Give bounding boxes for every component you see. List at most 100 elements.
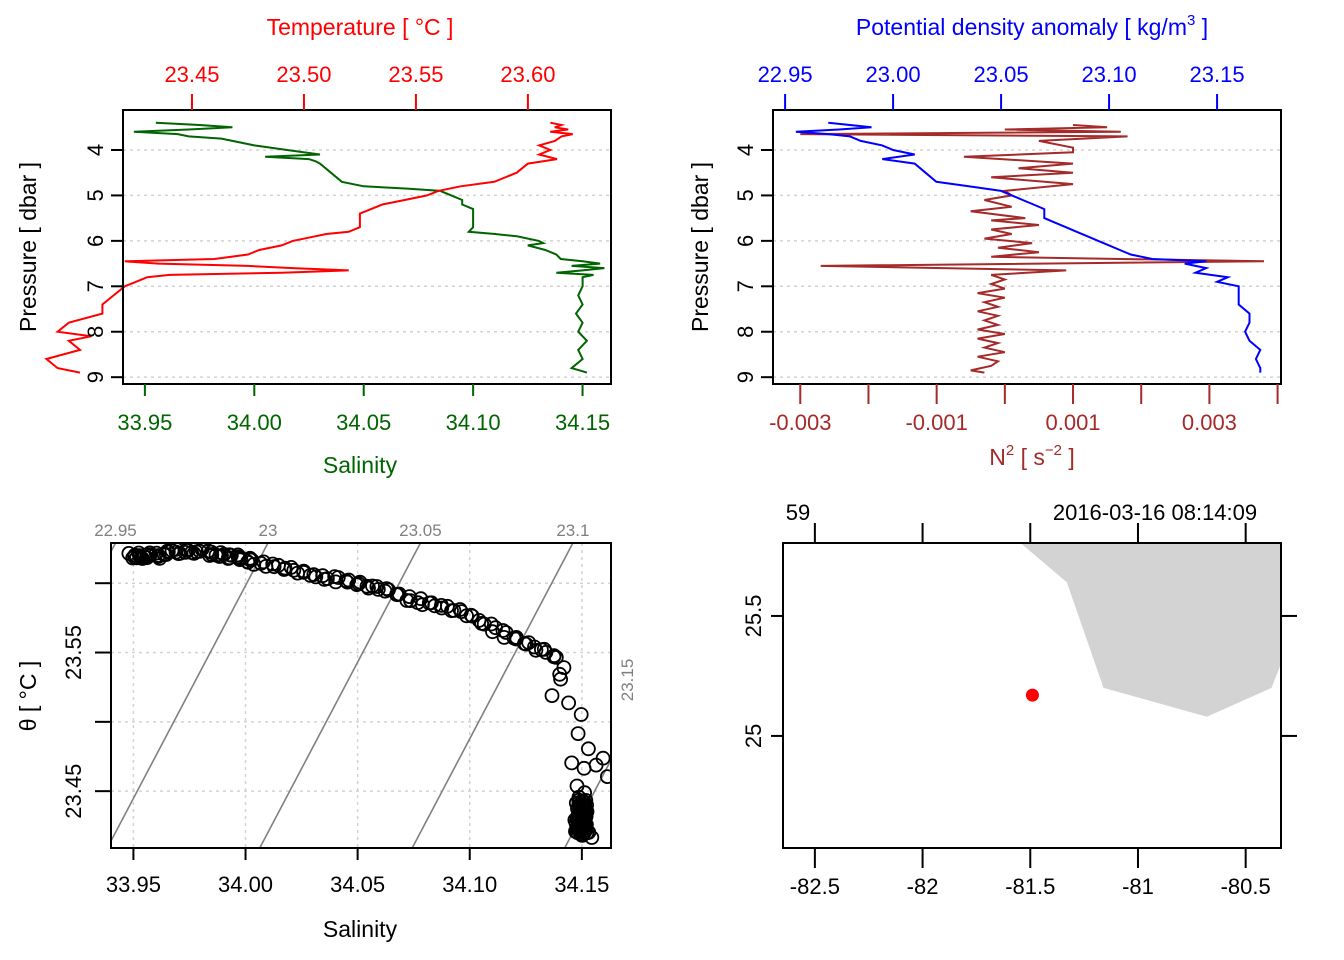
p2-top-tick-label: 22.95 [758, 62, 813, 87]
p3-x-tick-label: 33.95 [106, 872, 161, 897]
p2-bottom-axis-title: N2 [ s−2 ] [989, 442, 1075, 470]
p2-series [795, 121, 1265, 374]
p1-axes: 4 5 6 7 8 9 33.95 34.00 34.05 34.10 34.15 23.45 23.5… [83, 62, 610, 435]
p3-x-tick-label: 34.15 [554, 872, 609, 897]
p2-top-tick-label: 23.10 [1082, 62, 1137, 87]
ts-point [277, 560, 293, 576]
p1-y-tick-label: 7 [83, 280, 108, 292]
ts-point [574, 826, 590, 842]
ts-point [463, 607, 479, 623]
p2-y-tick-label: 8 [733, 326, 758, 338]
density-line [795, 121, 1262, 373]
p2-x-tick-label: -0.001 [905, 410, 967, 435]
p3-y-axis-title: θ [ °C ] [15, 661, 41, 732]
ts-point [483, 616, 499, 632]
p1-y-tick-label: 8 [83, 326, 108, 338]
ts-point [202, 548, 218, 563]
p1-top-tick-label: 23.50 [276, 62, 331, 87]
p2-grid [773, 149, 1281, 378]
ts-point [546, 648, 562, 664]
p2-x-tick-label: -0.003 [769, 410, 831, 435]
p3-isopycnal-labels: 22.95 23 23.05 23.1 23.15 [94, 521, 637, 701]
ts-point [474, 616, 490, 631]
ts-point [149, 545, 164, 561]
p1-bottom-axis-title: Salinity [323, 452, 398, 478]
p2-top-axis-title-sup: 3 [1187, 12, 1195, 29]
p4-station [1025, 688, 1039, 702]
isopycnal-label: 22.95 [94, 521, 137, 540]
panel-salinity-temperature: 4 5 6 7 8 9 33.95 34.00 34.05 34.10 34.15 23.45 23.5… [15, 14, 612, 478]
ts-point [446, 603, 462, 618]
p4-x-tick-label: -81 [1122, 874, 1154, 899]
p4-frame [782, 542, 1282, 849]
ts-point [576, 806, 592, 822]
p1-x-tick-label: 34.15 [555, 410, 610, 435]
isopycnal-label: 23.05 [399, 521, 442, 540]
p1-x-tick-label: 34.05 [336, 410, 391, 435]
ts-point [131, 545, 147, 561]
p1-x-tick-label: 34.10 [446, 410, 501, 435]
ts-point [573, 707, 589, 722]
p1-top-tick-label: 23.45 [164, 62, 219, 87]
p2-y-tick-label: 6 [733, 235, 758, 247]
p2-top-tick-label: 23.05 [974, 62, 1029, 87]
p3-x-tick-label: 34.00 [218, 872, 273, 897]
p2-top-tick-label: 23.15 [1190, 62, 1245, 87]
p1-y-tick-label: 9 [83, 371, 108, 383]
p1-x-tick-label: 34.00 [227, 410, 282, 435]
p2-top-tick-label: 23.00 [866, 62, 921, 87]
p2-y-axis-title: Pressure [ dbar ] [687, 162, 713, 332]
ts-point [553, 671, 568, 687]
p2-axes: 4 5 6 7 8 9 -0.003 -0.001 0.001 0.003 22.95 23.00 23… [733, 62, 1279, 435]
p2-n2-label-unit-sup: −2 [1045, 442, 1062, 459]
p2-x-tick-label: 0.001 [1045, 410, 1100, 435]
ts-point [581, 741, 596, 757]
p2-n2-label-unit: [ s [1014, 444, 1045, 470]
temperature-line [44, 121, 573, 374]
ts-point [600, 769, 611, 784]
p1-frame [122, 109, 612, 385]
isopycnal-label: 23 [258, 521, 277, 540]
p4-x-tick-label: -82.5 [790, 874, 840, 899]
p4-x-tick-label: -81.5 [1005, 874, 1055, 899]
isopycnal-line [111, 543, 269, 843]
ts-point [544, 688, 560, 703]
p2-n2-label-sup: 2 [1006, 442, 1014, 459]
p2-y-tick-label: 4 [733, 144, 758, 156]
p4-y-tick-label: 25 [741, 724, 766, 748]
p4-station-time-label: 2016-03-16 08:14:09 [1053, 500, 1257, 525]
p4-y-tick-label: 25.5 [741, 595, 766, 638]
p1-top-tick-label: 23.60 [500, 62, 555, 87]
p3-points [121, 543, 611, 845]
ts-point [151, 548, 166, 563]
salinity-line [133, 121, 605, 374]
n2-line [800, 124, 1265, 374]
p1-top-axis-title: Temperature [ °C ] [267, 14, 454, 40]
p3-axes: 33.95 34.00 34.05 34.10 34.15 23.45 23.55 [61, 582, 609, 897]
p4-axes: -82.5 -82 -81.5 -81 -80.5 25 25.5 [741, 523, 1297, 899]
isopycnal-line [411, 543, 574, 848]
p1-y-tick-label: 4 [83, 144, 108, 156]
panel-ts-diagram: 33.95 34.00 34.05 34.10 34.15 23.45 23.55 22.9… [15, 521, 637, 942]
panel-station-map: -82.5 -82 -81.5 -81 -80.5 25 25.5 59 2016-03-1… [741, 500, 1297, 899]
ts-point [552, 666, 568, 682]
p2-y-tick-label: 9 [733, 371, 758, 383]
ts-point [576, 760, 592, 776]
p4-station-number-label: 59 [786, 500, 810, 525]
ts-point [564, 755, 580, 771]
p2-x-tick-label: 0.003 [1182, 410, 1237, 435]
ts-point [286, 562, 302, 578]
ts-point [316, 572, 332, 587]
p2-n2-label-n: N [989, 444, 1006, 470]
p1-series [44, 121, 605, 374]
p1-top-tick-label: 23.55 [388, 62, 443, 87]
ts-point [561, 695, 576, 711]
ts-point [595, 750, 611, 766]
ts-point [577, 823, 593, 839]
p3-x-tick-label: 34.05 [330, 872, 385, 897]
ts-point [142, 547, 158, 563]
p1-x-tick-label: 33.95 [117, 410, 172, 435]
isopycnal-label: 23.15 [618, 659, 637, 702]
ts-point [528, 642, 544, 658]
